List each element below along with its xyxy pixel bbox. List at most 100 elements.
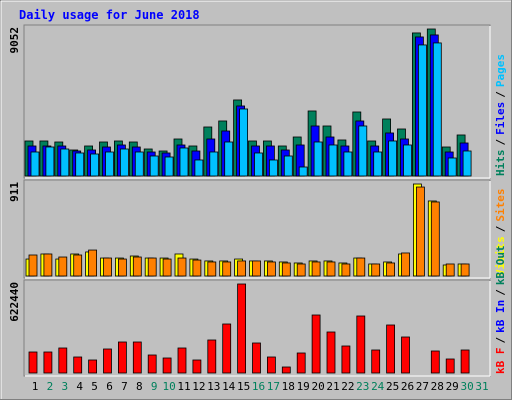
bar [28,351,38,374]
bar [118,258,127,277]
bar [296,352,306,374]
x-tick-label: 28 [431,380,444,393]
bar [415,186,425,277]
bar [311,314,321,374]
legend-entry: Pages [494,54,507,87]
bar [132,256,142,277]
bar [283,155,293,177]
legend-separator: / [494,139,507,146]
bar [311,261,321,277]
bar [298,166,308,177]
bar [462,150,472,177]
bar [73,254,83,277]
x-tick-label: 16 [252,380,265,393]
x-tick-label: 4 [76,380,83,393]
bar [266,356,276,374]
bar [254,152,263,177]
legend-separator: / [494,91,507,98]
bar [326,261,336,277]
bar [207,339,217,374]
x-tick-label: 7 [121,380,128,393]
legend-entry: Hits [494,150,507,177]
x-tick-label: 27 [416,380,429,393]
bar [222,261,232,277]
x-tick-label: 22 [341,380,354,393]
bar [164,156,174,177]
bar [134,151,144,177]
bar [445,358,455,374]
bar [224,141,234,177]
x-tick-label: 13 [207,380,220,393]
legend-entry: Visits [494,236,507,276]
bar [43,253,53,277]
bar [132,341,142,374]
y-tick-label: 9052 [8,27,21,54]
bar [356,257,366,277]
bar [88,359,97,374]
bar [90,153,99,177]
bar [222,323,232,374]
bar [209,151,219,177]
bar [45,146,55,177]
bar [252,260,261,277]
bar [432,42,442,177]
x-tick-label: 5 [91,380,98,393]
legend-separator: / [494,289,507,296]
bar [403,144,412,177]
bar [60,148,70,177]
x-tick-label: 12 [192,380,205,393]
x-tick-label: 21 [326,380,339,393]
x-tick-label: 3 [61,380,68,393]
bar [105,151,114,177]
x-tick-label: 14 [222,380,236,393]
x-tick-label: 31 [475,380,488,393]
x-tick-label: 29 [446,380,459,393]
bar [207,261,217,277]
bar [237,260,247,277]
bar [268,159,278,177]
legend-entry: kB Out [494,245,507,285]
bar [192,259,202,277]
x-tick-label: 8 [136,380,143,393]
bar [75,152,85,177]
y-tick-label: 911 [8,182,21,202]
x-tick-label: 23 [356,380,369,393]
bar [341,345,351,374]
bar [177,347,187,374]
x-tick-label: 9 [151,380,158,393]
x-tick-label: 19 [297,380,310,393]
legend: kB F / kB In / kB Out [494,245,507,374]
legend-separator: / [494,337,507,344]
bar [162,357,172,374]
bar [252,342,261,374]
legend-separator: / [494,225,507,232]
bar [326,331,336,374]
bar [58,347,68,374]
bar [239,108,249,177]
bar [179,147,189,177]
bar [266,261,276,277]
bar [118,341,127,374]
bar [386,324,396,374]
legend-entry: Sites [494,189,507,222]
bar [371,263,381,277]
legend-entry: Files [494,102,507,135]
bar [460,263,470,277]
bar [147,354,157,374]
bar [386,262,396,277]
x-tick-label: 25 [386,380,399,393]
bar [281,262,291,277]
bar [120,148,129,177]
bar [162,258,172,277]
x-tick-label: 18 [282,380,295,393]
bar [296,263,306,277]
bar [356,315,366,374]
bar [343,151,353,177]
x-tick-label: 11 [177,380,190,393]
bar [28,254,38,277]
bar [103,257,112,277]
y-tick-label: 622440 [8,282,21,322]
bar [371,349,381,374]
